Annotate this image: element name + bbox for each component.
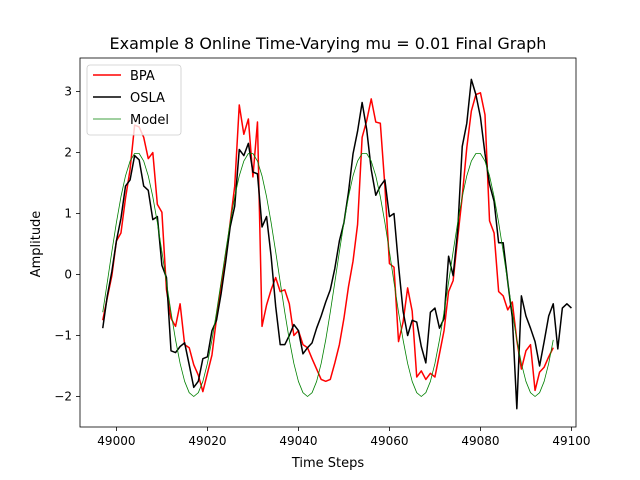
y-tick-label: 2 <box>64 146 72 160</box>
y-tick-label: 1 <box>64 207 72 221</box>
legend-label-bpa: BPA <box>130 69 155 84</box>
y-tick-label: 0 <box>64 268 72 282</box>
chart-title: Example 8 Online Time-Varying mu = 0.01 … <box>110 34 547 53</box>
series-line-model <box>102 153 554 397</box>
series-line-osla <box>102 78 572 410</box>
y-axis-label: Amplitude <box>29 211 44 278</box>
x-tick-label: 49100 <box>552 434 590 448</box>
x-tick-label: 49020 <box>188 434 226 448</box>
legend-box <box>86 64 182 136</box>
x-tick-label: 49060 <box>370 434 408 448</box>
axes: 49000 49020 49040 49060 49080 49100 −2 −1 0 1 2 3 <box>54 57 591 448</box>
y-tick-label: −2 <box>54 390 72 404</box>
y-tick-label: 3 <box>64 85 72 99</box>
series-line-bpa <box>102 92 554 393</box>
x-tick-label: 49000 <box>97 434 135 448</box>
legend-label-model: Model <box>130 113 169 128</box>
y-tick-label: −1 <box>54 329 72 343</box>
plot-area <box>102 78 572 410</box>
legend-label-osla: OSLA <box>130 91 165 106</box>
x-tick-label: 49040 <box>279 434 317 448</box>
legend: BPA OSLA Model <box>86 64 182 136</box>
x-axis-label: Time Steps <box>291 456 365 471</box>
x-tick-label: 49080 <box>461 434 499 448</box>
axes-frame <box>79 57 577 428</box>
